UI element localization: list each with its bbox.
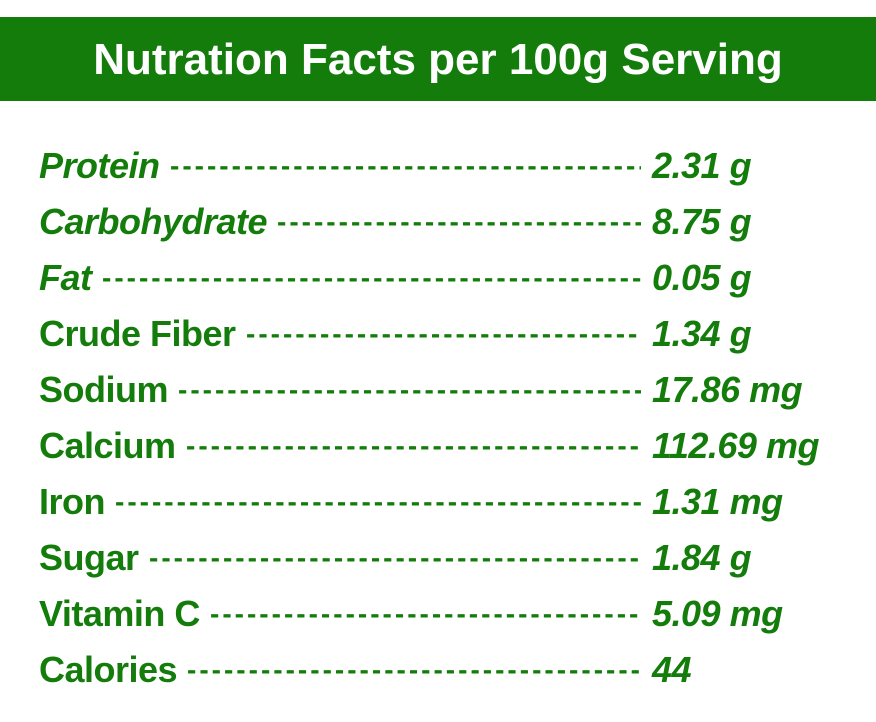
fact-value: 1.34 g: [652, 313, 752, 354]
fact-row-fat: Fat ------------------------------------…: [0, 250, 876, 306]
fact-value: 1.84 g: [652, 537, 752, 578]
fact-value: 1.31 mg: [652, 481, 783, 522]
fact-value: 8.75 g: [652, 201, 752, 242]
fact-value: 17.86 mg: [652, 369, 803, 410]
fact-label: Sodium: [39, 369, 169, 410]
fact-label: Crude Fiber: [39, 313, 236, 354]
fact-value: 5.09 mg: [652, 593, 783, 634]
fact-value: 0.05 g: [652, 257, 752, 298]
fact-row-calories: Calories -------------------------------…: [0, 642, 876, 698]
fact-row-vitamin-c: Vitamin C ------------------------------…: [0, 586, 876, 642]
dotted-leader: ----------------------------------------…: [277, 206, 641, 237]
fact-label: Fat: [39, 257, 92, 298]
fact-label: Iron: [39, 481, 106, 522]
page-title: Nutration Facts per 100g Serving: [93, 35, 783, 84]
fact-value: 44: [652, 649, 692, 690]
dotted-leader: ----------------------------------------…: [115, 486, 641, 517]
fact-row-crude-fiber: Crude Fiber ----------------------------…: [0, 306, 876, 362]
fact-row-carbohydrate: Carbohydrate ---------------------------…: [0, 194, 876, 250]
fact-value: 2.31 g: [652, 145, 752, 186]
fact-label: Vitamin C: [39, 593, 200, 634]
nutrition-facts-list: Protein --------------------------------…: [0, 138, 876, 698]
dotted-leader: ----------------------------------------…: [186, 430, 641, 461]
fact-value: 112.69 mg: [652, 425, 819, 466]
header-banner: Nutration Facts per 100g Serving: [0, 17, 876, 101]
fact-label: Calcium: [39, 425, 176, 466]
dotted-leader: ----------------------------------------…: [149, 542, 641, 573]
dotted-leader: ----------------------------------------…: [102, 262, 641, 293]
dotted-leader: ----------------------------------------…: [246, 318, 641, 349]
dotted-leader: ----------------------------------------…: [170, 150, 641, 181]
fact-row-calcium: Calcium --------------------------------…: [0, 418, 876, 474]
dotted-leader: ----------------------------------------…: [187, 654, 641, 685]
fact-row-sodium: Sodium ---------------------------------…: [0, 362, 876, 418]
dotted-leader: ----------------------------------------…: [178, 374, 641, 405]
fact-row-sugar: Sugar ----------------------------------…: [0, 530, 876, 586]
fact-row-protein: Protein --------------------------------…: [0, 138, 876, 194]
fact-label: Sugar: [39, 537, 139, 578]
fact-label: Protein: [39, 145, 160, 186]
fact-label: Calories: [39, 649, 178, 690]
fact-label: Carbohydrate: [39, 201, 268, 242]
fact-row-iron: Iron -----------------------------------…: [0, 474, 876, 530]
dotted-leader: ----------------------------------------…: [210, 598, 641, 629]
